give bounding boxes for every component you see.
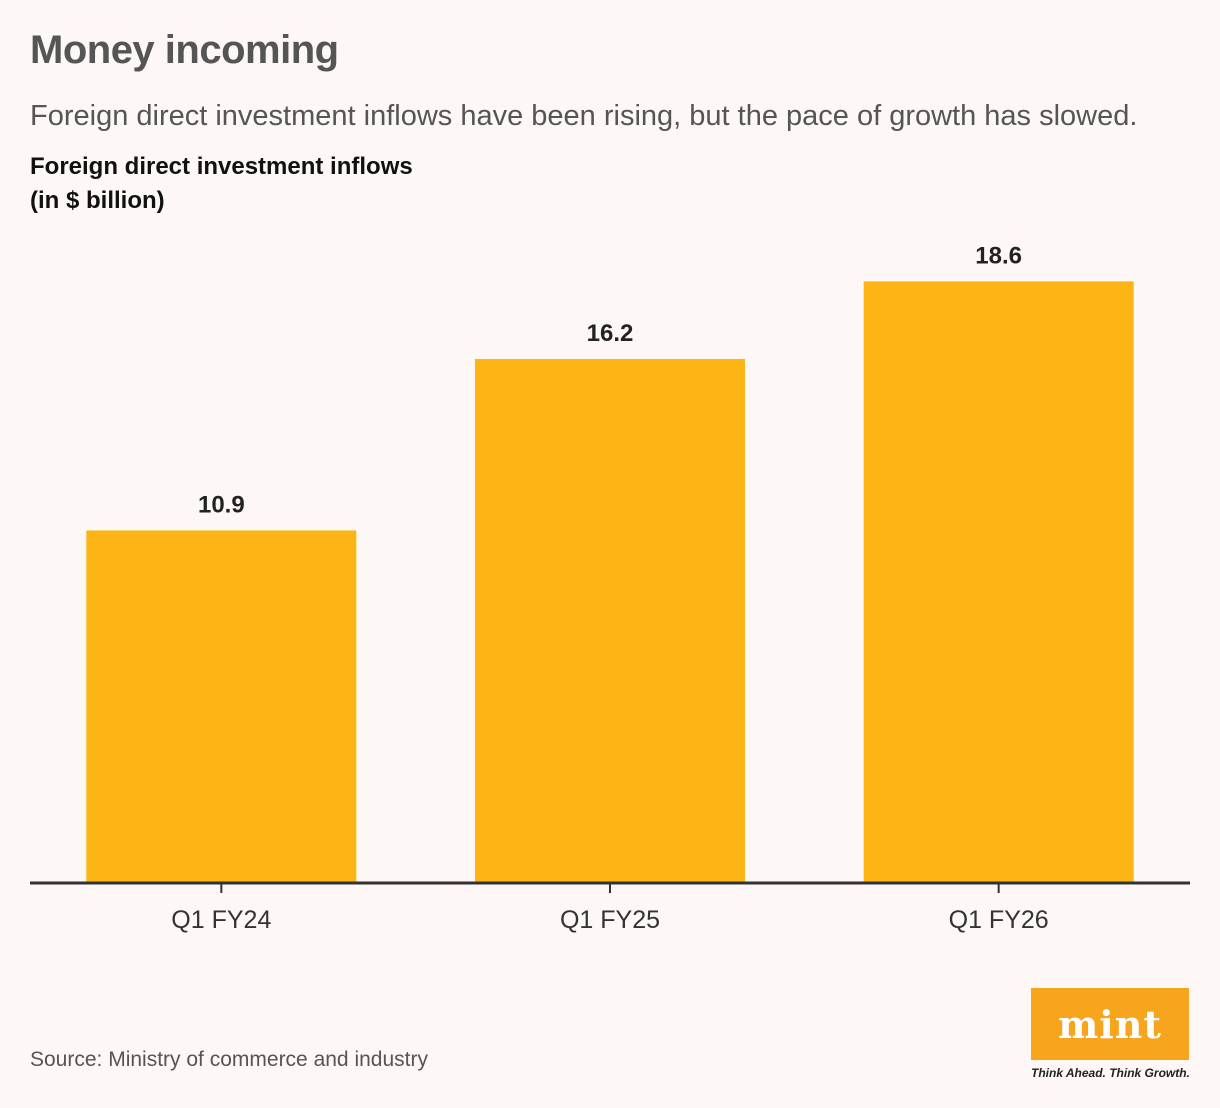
logo-tagline: Think Ahead. Think Growth. [1031, 1066, 1190, 1080]
data-label: 18.6 [975, 242, 1022, 269]
bar-q1-fy24 [86, 530, 357, 883]
x-tick-label: Q1 FY24 [171, 906, 271, 934]
y-axis-title-line2: (in $ billion) [30, 187, 165, 214]
bar-q1-fy25 [475, 358, 745, 883]
x-tick-label: Q1 FY26 [949, 906, 1049, 934]
data-label: 16.2 [587, 320, 634, 347]
y-axis-title: Foreign direct investment inflows (in $ … [30, 150, 413, 218]
mint-logo: mint [1031, 988, 1189, 1060]
y-axis-title-line1: Foreign direct investment inflows [30, 153, 413, 180]
bar-q1-fy26 [863, 281, 1134, 883]
mint-logo-text: mint [1058, 1001, 1162, 1047]
chart-subtitle: Foreign direct investment inflows have b… [30, 100, 1138, 132]
source-note: Source: Ministry of commerce and industr… [30, 1048, 428, 1071]
chart-title: Money incoming [30, 28, 339, 72]
data-label: 10.9 [198, 491, 245, 518]
x-tick-label: Q1 FY25 [560, 906, 660, 934]
